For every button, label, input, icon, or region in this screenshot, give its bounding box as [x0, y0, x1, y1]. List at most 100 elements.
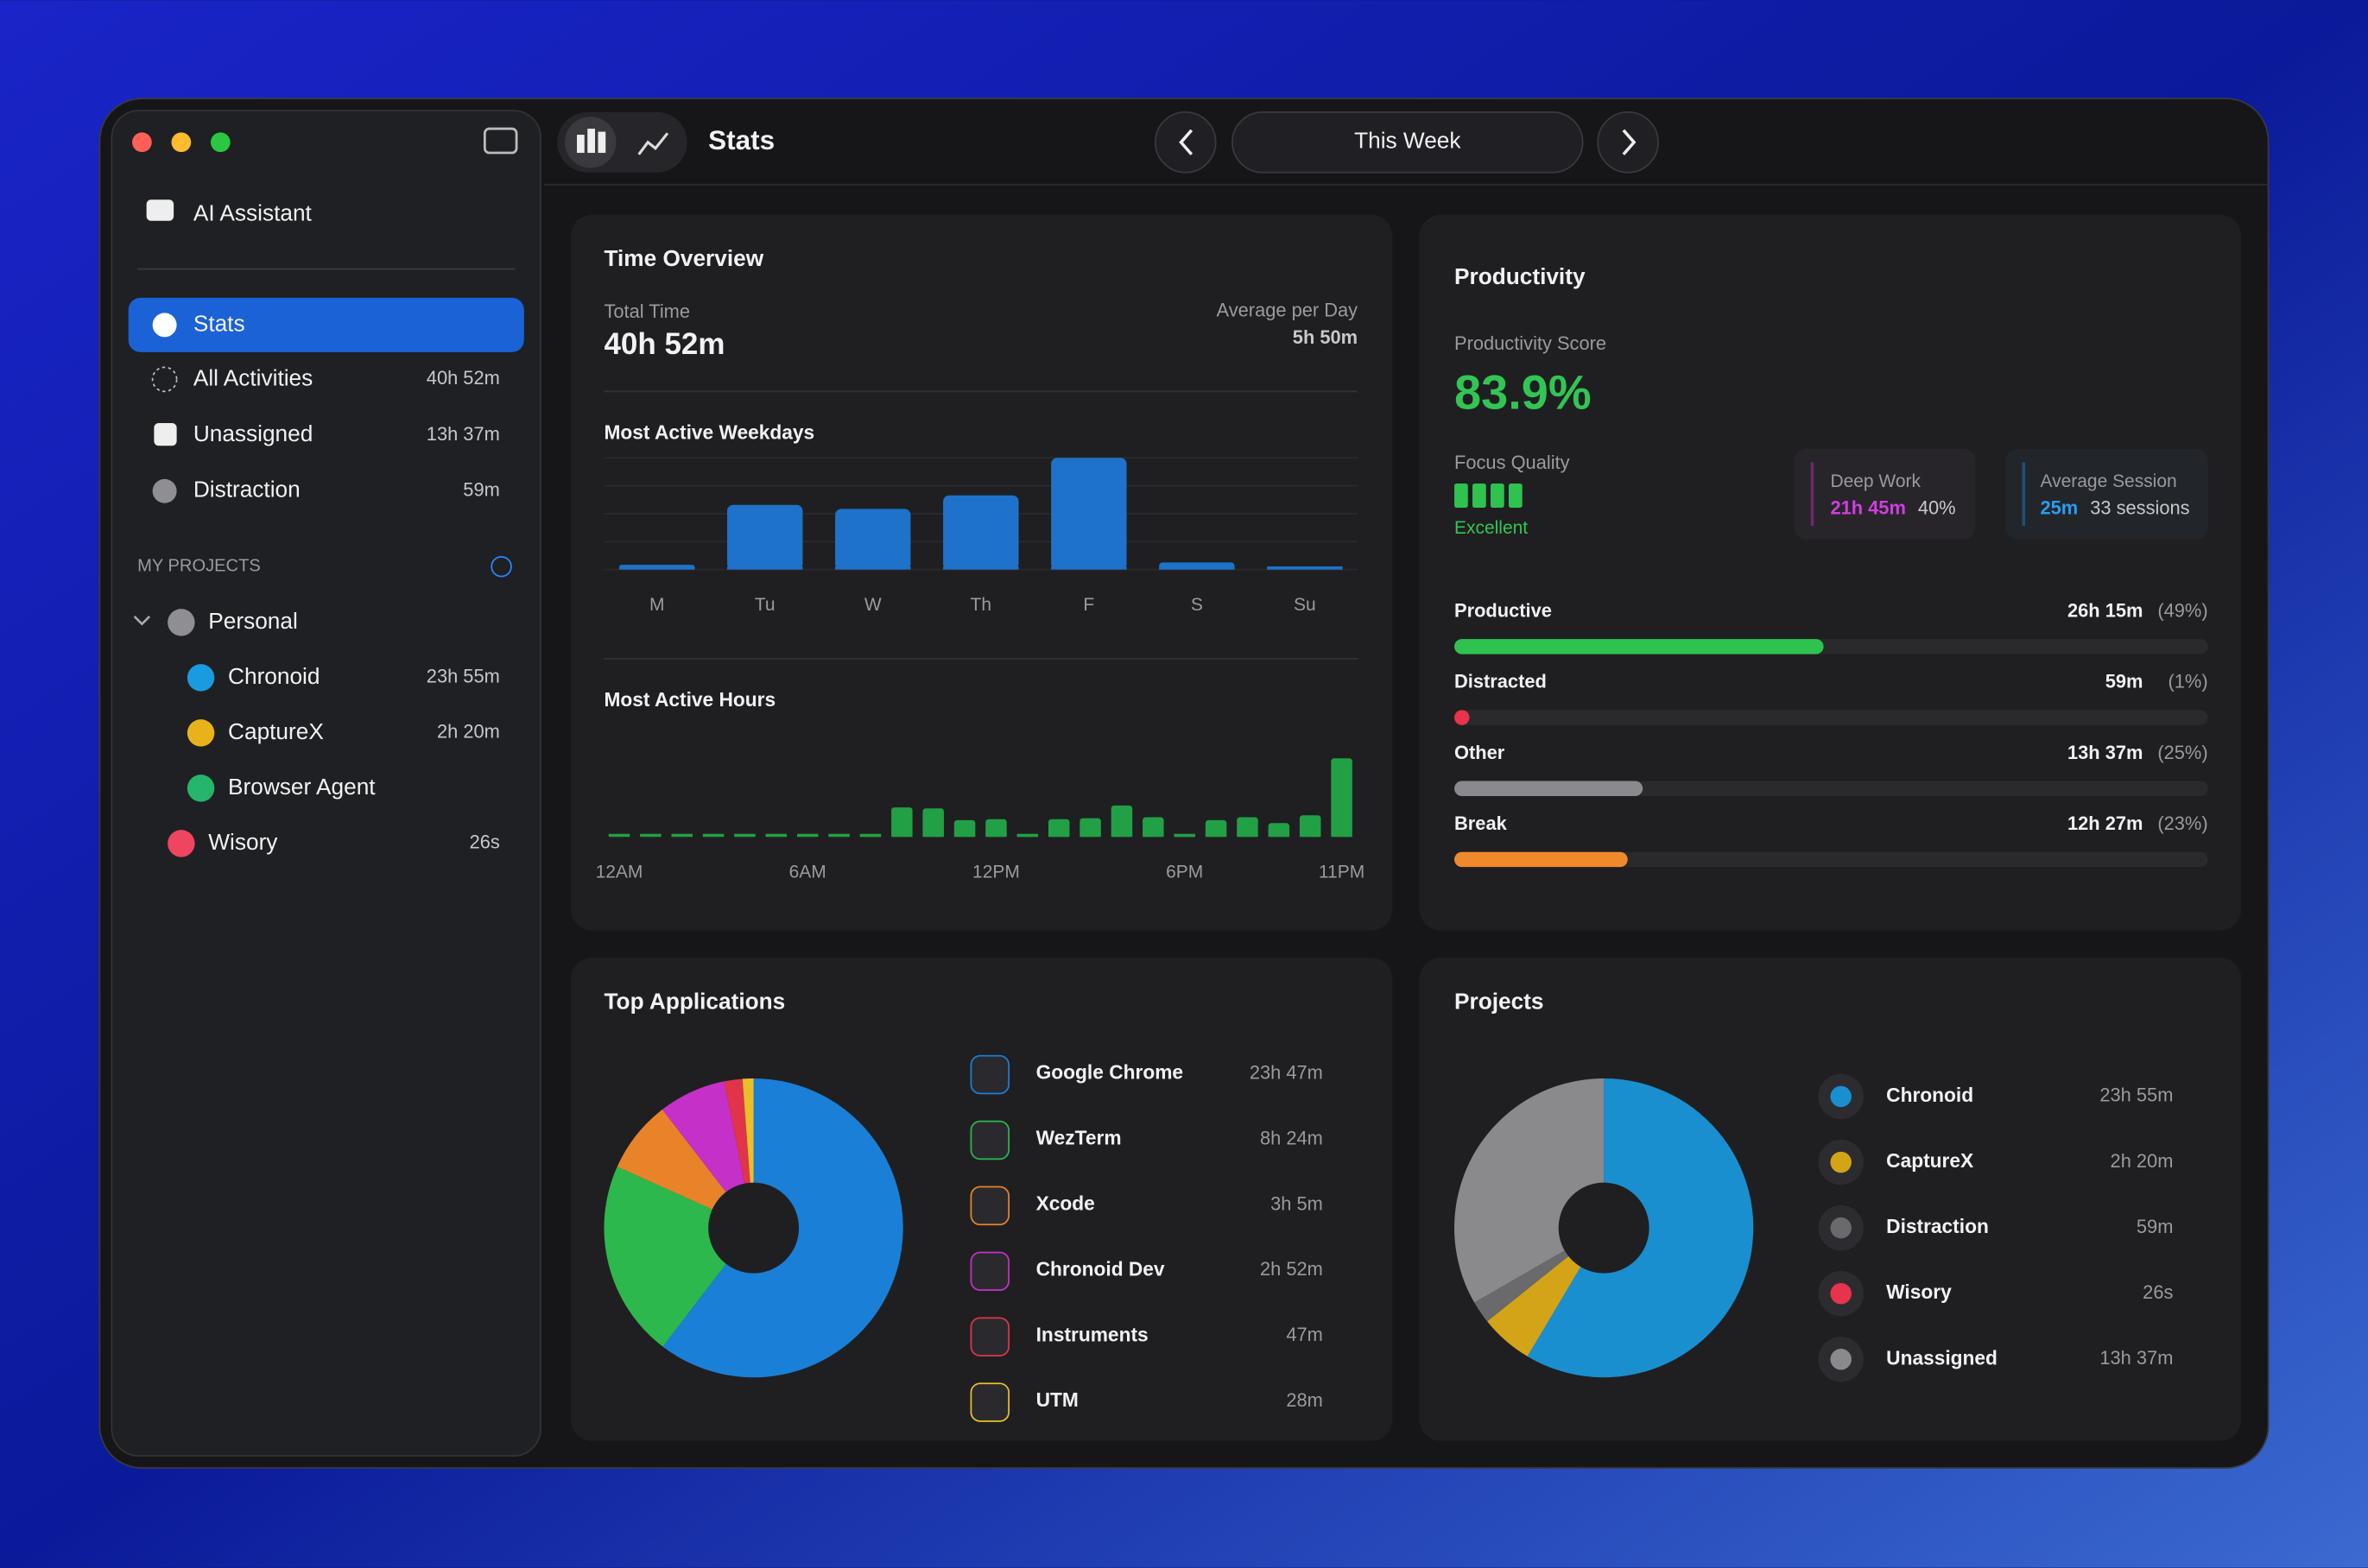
add-project[interactable] [491, 555, 512, 578]
chart-title: Most Active Weekdays [604, 420, 814, 443]
project-value: 2h 20m [437, 721, 500, 743]
app-icon [970, 1054, 1010, 1095]
donut-hole [708, 1182, 800, 1274]
bar [1080, 818, 1101, 838]
icon [587, 129, 595, 154]
x-tick-label: F [1083, 595, 1094, 615]
nav-value: 13h 37m [427, 423, 500, 445]
legend-label: Distraction [1886, 1215, 1989, 1237]
duration: 13h 37m [2067, 742, 2143, 763]
nav-label[interactable]: Unassigned [193, 420, 313, 446]
bar [922, 808, 944, 838]
zoom-button[interactable] [210, 132, 231, 153]
line-view[interactable] [637, 132, 669, 155]
toolbar-title: Stats [708, 125, 775, 155]
legend-label: Chronoid Dev [1036, 1257, 1165, 1280]
sidebar-toggle[interactable] [483, 127, 518, 155]
nav-selected[interactable] [128, 297, 524, 352]
row-label: Break [1454, 812, 1508, 834]
legend-dot [1830, 1085, 1852, 1108]
legend-value: 26s [2143, 1281, 2173, 1303]
project-label[interactable]: Browser Agent [228, 774, 376, 800]
nav-label[interactable]: Distraction [193, 477, 301, 503]
legend-value: 47m [1286, 1324, 1323, 1345]
nav-label[interactable]: Stats [193, 310, 245, 336]
minimize-button[interactable] [171, 132, 192, 153]
next[interactable] [1597, 111, 1659, 174]
app-icon [970, 1317, 1010, 1356]
disclosure[interactable] [133, 615, 151, 626]
activities-icon [151, 366, 178, 393]
chart-title: Most Active Hours [604, 688, 776, 711]
icon [1622, 129, 1637, 155]
bar [1268, 823, 1290, 838]
legend-label: Instruments [1036, 1323, 1149, 1345]
label: Total Time [604, 300, 690, 322]
project-label[interactable]: Chronoid [228, 663, 320, 689]
x-tick-label: 6PM [1166, 863, 1203, 882]
icon [1179, 129, 1193, 155]
period-pill[interactable] [1231, 111, 1584, 174]
focus-quality: Excellent [1454, 518, 1528, 538]
project-label[interactable]: Wisory [208, 829, 278, 855]
percent: (49%) [2157, 599, 2207, 621]
legend-value: 23h 47m [1250, 1062, 1323, 1084]
legend-value: 59m [2137, 1216, 2174, 1237]
close-button[interactable] [132, 132, 152, 153]
project-dot [168, 609, 195, 636]
bar [1237, 817, 1258, 838]
legend-label: Chronoid [1886, 1084, 1973, 1106]
nav-value: 40h 52m [427, 367, 500, 389]
card-title: Productivity [1454, 263, 1586, 289]
legend-dot [1830, 1282, 1852, 1305]
x-tick-label: W [864, 595, 882, 615]
bar [1331, 758, 1352, 838]
legend-dot [1830, 1349, 1852, 1370]
bar [618, 565, 695, 570]
label: Productivity Score [1454, 332, 1606, 354]
icon [598, 131, 606, 154]
x-tick-label: Tu [755, 595, 776, 615]
bar [1143, 817, 1164, 838]
bar [1454, 639, 1824, 654]
legend-label: CaptureX [1886, 1149, 1973, 1172]
nav-label[interactable]: All Activities [193, 364, 313, 390]
period: This Week [1354, 128, 1461, 154]
bar [1299, 815, 1321, 838]
bar [727, 504, 803, 570]
assistant[interactable]: AI Assistant [193, 200, 313, 226]
app-icon [970, 1382, 1010, 1422]
track [1454, 710, 2208, 725]
duration: 26h 15m [2067, 599, 2143, 621]
score: 83.9% [1454, 364, 1592, 419]
bar [1159, 562, 1235, 570]
card-title: Projects [1454, 988, 1543, 1014]
duration: 12h 27m [2067, 812, 2143, 834]
x-tick-label: 12AM [596, 863, 643, 882]
legend-value: 3h 5m [1270, 1192, 1323, 1214]
x-tick-label: Th [971, 595, 991, 615]
card [571, 214, 1393, 931]
card-title: Time Overview [604, 245, 763, 271]
project-label[interactable]: CaptureX [228, 718, 324, 744]
legend-label: Google Chrome [1036, 1061, 1183, 1084]
track [1454, 851, 2208, 868]
app-icon [970, 1251, 1010, 1292]
percent: (25%) [2157, 742, 2207, 763]
legend-label: Unassigned [1886, 1346, 1998, 1369]
previous[interactable] [1154, 111, 1217, 174]
focus-bar [1508, 484, 1523, 508]
nav-value: 59m [463, 479, 500, 501]
project-label[interactable]: Personal [208, 608, 297, 634]
x-tick-label: 12PM [972, 863, 1020, 882]
bar [943, 495, 1019, 570]
row-label: Distracted [1454, 671, 1547, 692]
bar [1205, 819, 1227, 838]
x-tick-label: Su [1294, 595, 1316, 615]
legend-label: UTM [1036, 1388, 1079, 1411]
assistant-icon [146, 199, 174, 221]
legend-value: 2h 52m [1260, 1258, 1323, 1280]
legend-label: Xcode [1036, 1192, 1095, 1215]
